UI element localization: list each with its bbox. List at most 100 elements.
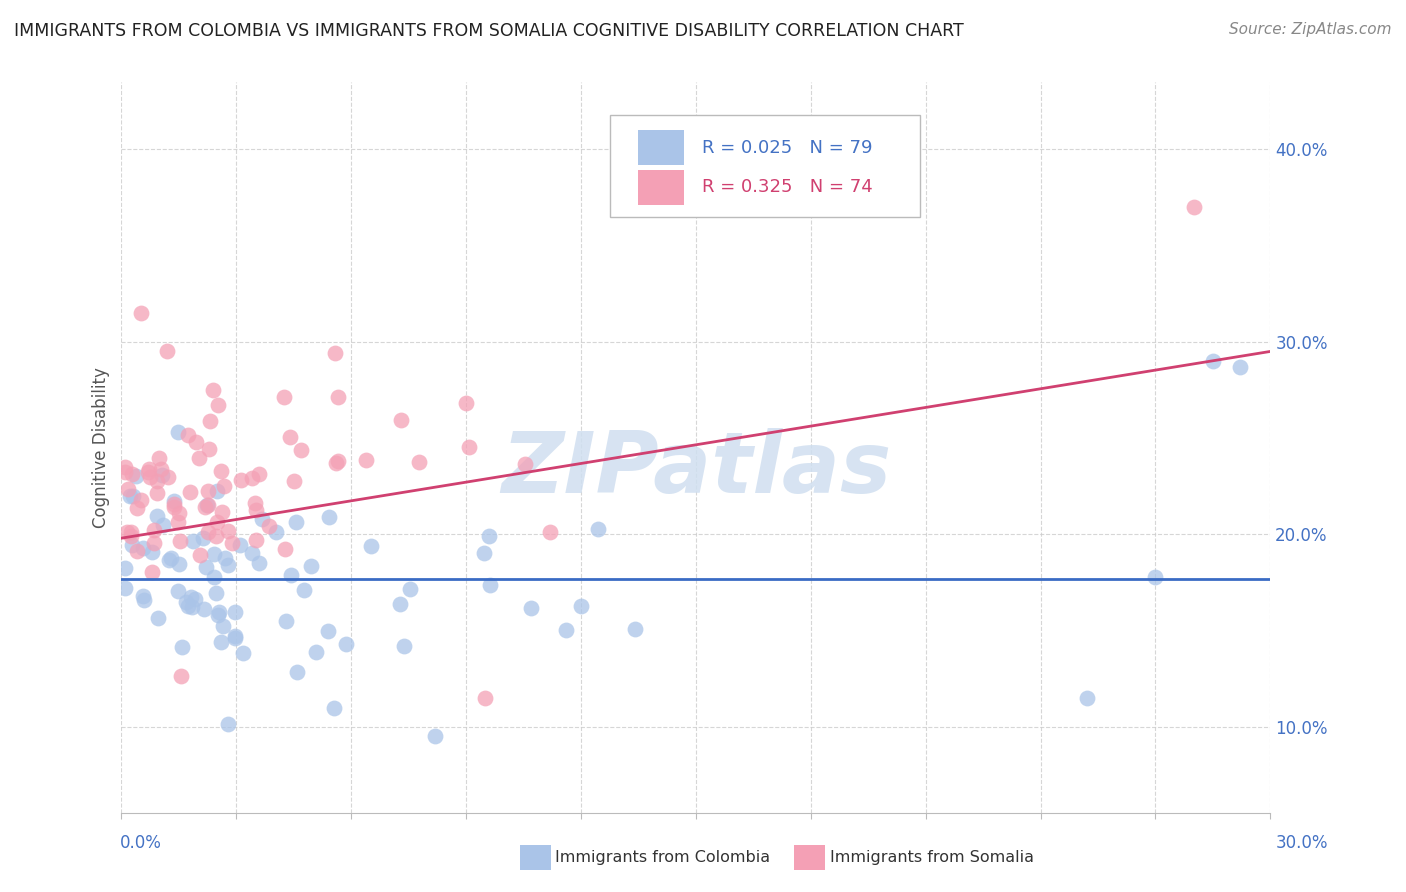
Point <box>114 560 136 574</box>
Point <box>138 462 160 476</box>
Point <box>305 645 328 659</box>
Point <box>1182 200 1205 214</box>
Point <box>197 483 219 498</box>
Point <box>177 428 200 442</box>
Point <box>205 483 228 498</box>
Point <box>193 602 215 616</box>
Point <box>167 557 190 571</box>
Point <box>125 544 148 558</box>
Text: Source: ZipAtlas.com: Source: ZipAtlas.com <box>1229 22 1392 37</box>
Point <box>186 435 208 450</box>
Point <box>205 529 228 543</box>
Bar <box>638 169 685 205</box>
Point <box>325 456 347 470</box>
Point <box>150 468 173 483</box>
Point <box>513 457 536 471</box>
Text: 0.0%: 0.0% <box>120 834 162 852</box>
Point <box>129 306 152 320</box>
Point <box>167 506 190 520</box>
Point <box>284 516 307 530</box>
Point <box>202 547 225 561</box>
Point <box>197 525 219 540</box>
Point <box>217 524 239 539</box>
Point <box>145 474 167 488</box>
Point <box>221 535 243 549</box>
Point <box>169 533 191 548</box>
Point <box>181 600 204 615</box>
Point <box>194 500 217 514</box>
Point <box>170 668 193 682</box>
Point <box>209 635 232 649</box>
Point <box>474 690 496 705</box>
Point <box>538 524 561 539</box>
Point <box>243 496 266 510</box>
Point <box>408 455 430 469</box>
Point <box>569 599 592 613</box>
Y-axis label: Cognitive Disability: Cognitive Disability <box>93 368 110 528</box>
Point <box>323 346 346 360</box>
Point <box>212 478 235 492</box>
Point <box>143 524 166 538</box>
Point <box>247 556 270 570</box>
Point <box>145 509 167 524</box>
Point <box>1076 690 1098 705</box>
Point <box>229 538 252 552</box>
Point <box>207 398 229 412</box>
Point <box>278 430 301 444</box>
Point <box>167 584 190 599</box>
Point <box>166 515 188 529</box>
Point <box>586 522 609 536</box>
Point <box>389 412 412 426</box>
Point <box>224 629 246 643</box>
Point <box>245 503 267 517</box>
Point <box>389 597 412 611</box>
Text: R = 0.325   N = 74: R = 0.325 N = 74 <box>702 178 872 196</box>
Point <box>141 565 163 579</box>
Point <box>283 474 305 488</box>
Point <box>554 624 576 638</box>
Point <box>323 700 346 714</box>
Point <box>142 536 165 550</box>
Point <box>208 605 231 619</box>
Point <box>179 485 201 500</box>
Point <box>224 605 246 619</box>
Point <box>240 471 263 485</box>
Point <box>188 450 211 465</box>
Point <box>287 665 309 679</box>
Point <box>326 390 349 404</box>
Point <box>114 465 136 479</box>
Point <box>229 473 252 487</box>
Point <box>180 591 202 605</box>
Point <box>326 454 349 468</box>
Point <box>177 599 200 614</box>
Point <box>245 533 267 548</box>
Point <box>274 614 297 628</box>
Point <box>118 489 141 503</box>
Text: 30.0%: 30.0% <box>1277 834 1329 852</box>
Point <box>162 494 184 508</box>
Point <box>198 414 221 428</box>
Point <box>191 531 214 545</box>
Text: R = 0.025   N = 79: R = 0.025 N = 79 <box>702 139 872 157</box>
Text: IMMIGRANTS FROM COLOMBIA VS IMMIGRANTS FROM SOMALIA COGNITIVE DISABILITY CORRELA: IMMIGRANTS FROM COLOMBIA VS IMMIGRANTS F… <box>14 22 963 40</box>
Point <box>456 396 478 410</box>
Point <box>190 548 212 562</box>
Point <box>141 545 163 559</box>
Point <box>148 611 170 625</box>
Point <box>212 619 235 633</box>
Point <box>120 524 142 539</box>
Point <box>264 524 287 539</box>
Point <box>114 459 136 474</box>
Point <box>146 485 169 500</box>
Point <box>204 586 226 600</box>
Point <box>149 462 172 476</box>
Point <box>160 551 183 566</box>
Point <box>217 558 239 572</box>
Point <box>194 559 217 574</box>
Point <box>202 383 225 397</box>
Point <box>131 493 153 508</box>
Point <box>292 582 315 597</box>
Point <box>132 541 155 555</box>
Point <box>360 539 382 553</box>
Text: Immigrants from Somalia: Immigrants from Somalia <box>830 850 1033 864</box>
